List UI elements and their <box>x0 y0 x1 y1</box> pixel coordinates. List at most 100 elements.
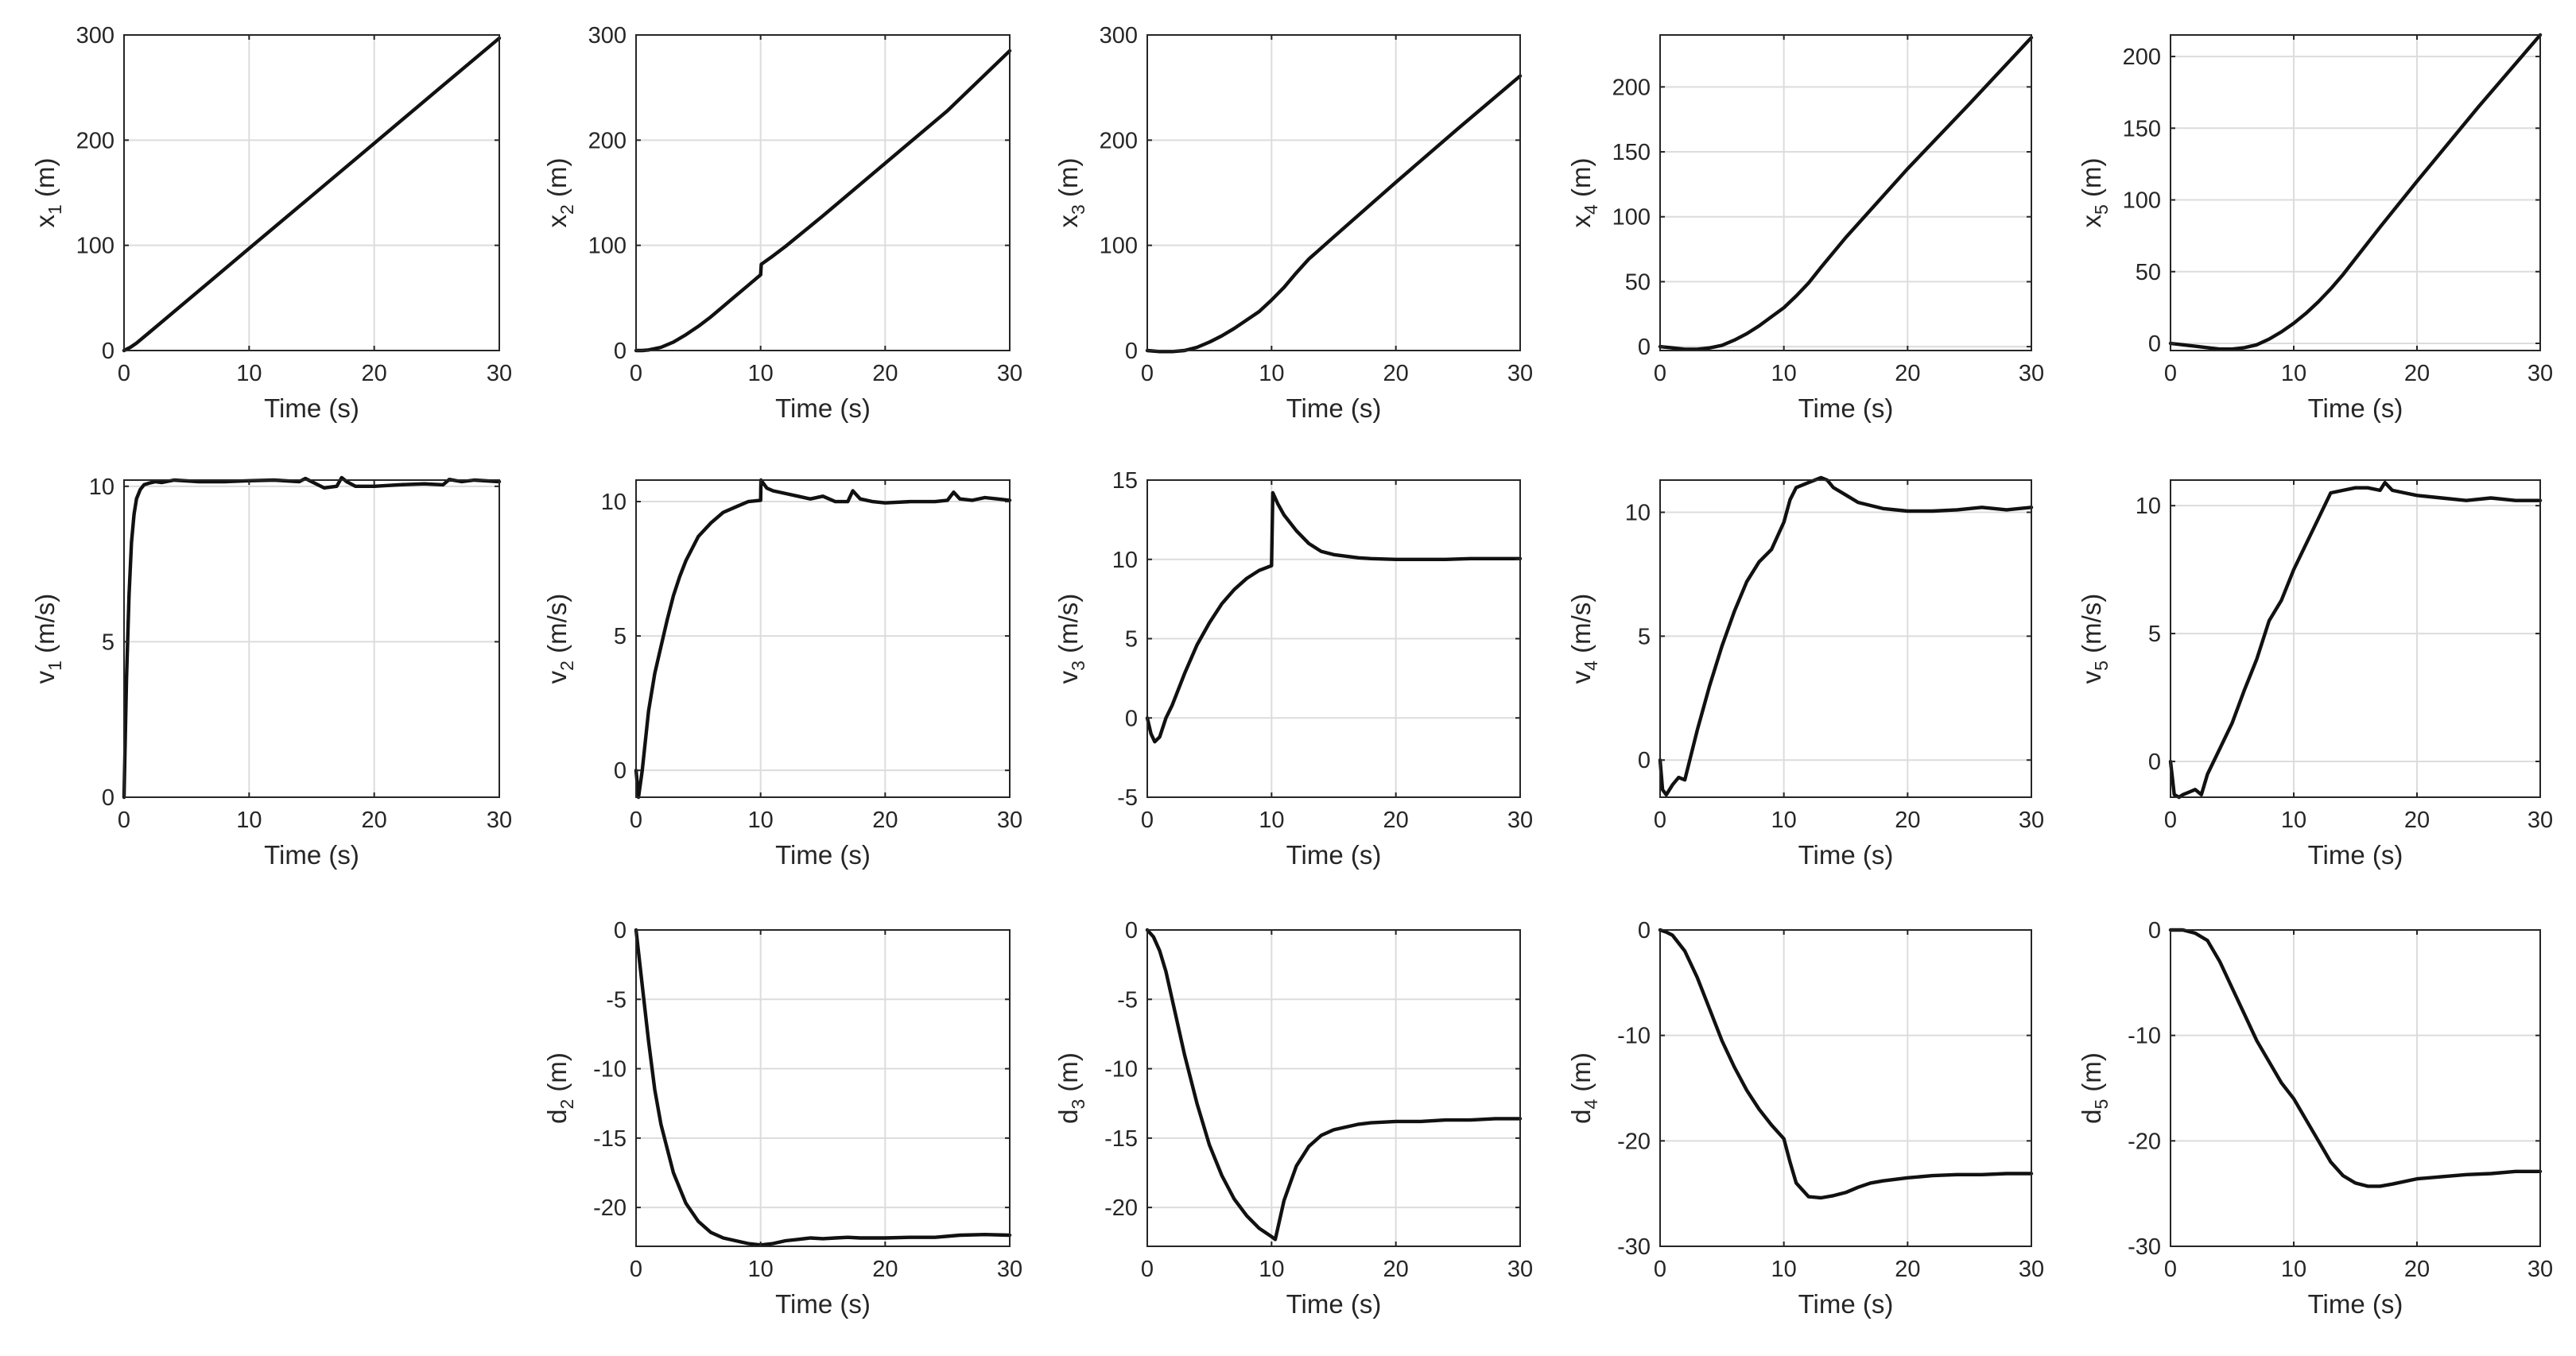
y-axis-label: d3 (m) <box>1053 1052 1088 1124</box>
x-tick-label: 30 <box>997 1257 1022 1282</box>
x-tick-label: 10 <box>1771 1257 1797 1282</box>
y-axis-label-unit: (m/s) <box>2077 594 2106 661</box>
series-line-x_4 <box>1658 36 2034 351</box>
x-axis-label: Time (s) <box>1798 393 1894 423</box>
x-tick-label: 20 <box>1383 1257 1409 1282</box>
y-axis-label-symbol: x <box>2077 214 2106 227</box>
y-axis-label-subscript: 5 <box>2091 204 2112 215</box>
y-axis-label-unit: (m/s) <box>1566 594 1596 661</box>
y-axis-label: x4 (m) <box>1566 158 1601 228</box>
x-axis-label: Time (s) <box>1286 1289 1382 1319</box>
y-axis-label-subscript: 3 <box>1068 1099 1088 1110</box>
x-tick-label: 20 <box>1895 1257 1920 1282</box>
y-axis-label-subscript: 1 <box>45 661 65 671</box>
chart-panel-d3: 0 10 20 30 -20 -15 -10 -5 0 Time (s) d3 (m) <box>1053 918 1533 1319</box>
y-tick-label: 200 <box>1612 75 1651 100</box>
y-axis-label-subscript: 2 <box>557 661 577 671</box>
y-tick-label: -30 <box>2128 1234 2161 1260</box>
y-tick-label: 0 <box>614 758 627 784</box>
x-tick-label: 20 <box>1383 361 1409 386</box>
y-axis-label-unit: (m) <box>1053 1052 1083 1099</box>
x-tick-label: 10 <box>1771 808 1797 833</box>
chart-panel-d5: 0 10 20 30 -30 -20 -10 0 Time (s) d5 (m) <box>2077 918 2553 1319</box>
x-axis-label: Time (s) <box>2308 1289 2403 1319</box>
y-tick-label: 150 <box>2123 116 2161 141</box>
y-axis-label-subscript: 4 <box>1581 1099 1601 1110</box>
x-tick-label: 30 <box>487 808 512 833</box>
x-tick-label: 0 <box>2164 361 2177 386</box>
y-tick-label: 200 <box>76 128 114 153</box>
x-tick-label: 0 <box>630 361 642 386</box>
series-line-x_3 <box>1145 74 1523 354</box>
axes-box <box>2170 34 2541 351</box>
y-tick-label: 50 <box>1625 269 1651 295</box>
y-axis-label: v1 (m/s) <box>30 594 65 684</box>
x-tick-label: 0 <box>1654 808 1666 833</box>
series-line-x_5 <box>2168 33 2543 351</box>
y-axis-label-symbol: x <box>30 214 60 227</box>
y-axis-label-symbol: v <box>1566 670 1596 684</box>
series-line-v_1 <box>122 475 502 800</box>
series-line-x_2 <box>634 48 1012 353</box>
y-tick-label: 200 <box>2123 45 2161 70</box>
y-tick-label: 300 <box>76 23 114 48</box>
x-tick-label: 10 <box>748 808 774 833</box>
x-tick-label: 30 <box>997 361 1022 386</box>
y-axis-label-symbol: v <box>2077 670 2106 684</box>
y-tick-label: -5 <box>606 987 627 1013</box>
axes-box <box>2170 929 2541 1247</box>
x-axis-label: Time (s) <box>1798 1289 1894 1319</box>
x-tick-label: 10 <box>748 1257 774 1282</box>
x-tick-label: 0 <box>630 808 642 833</box>
y-axis-label: v5 (m/s) <box>2077 594 2112 684</box>
y-tick-label: 0 <box>1125 706 1138 731</box>
x-tick-label: 30 <box>487 361 512 386</box>
y-axis-label: d5 (m) <box>2077 1052 2112 1124</box>
y-tick-label: 0 <box>1125 339 1138 364</box>
axes-box <box>635 479 1011 798</box>
y-tick-label: 200 <box>1100 128 1138 153</box>
y-axis-label-subscript: 2 <box>557 1099 577 1110</box>
x-tick-label: 20 <box>2404 361 2430 386</box>
x-tick-label: 0 <box>2164 808 2177 833</box>
y-tick-label: -30 <box>1617 1234 1651 1260</box>
x-tick-label: 20 <box>872 1257 898 1282</box>
x-tick-label: 0 <box>1654 361 1666 386</box>
y-axis-label-unit: (m) <box>30 158 60 205</box>
y-axis-label-symbol: v <box>542 670 572 684</box>
chart-panel-x4: 0 10 20 30 0 50 100 150 200 Time (s) x4 (m) <box>1566 34 2044 423</box>
y-tick-label: 5 <box>102 630 114 655</box>
x-tick-label: 20 <box>1895 361 1920 386</box>
x-tick-label: 0 <box>1141 361 1154 386</box>
y-tick-label: 100 <box>588 234 627 259</box>
y-tick-label: 0 <box>614 918 627 943</box>
series-line-v_3 <box>1145 490 1523 744</box>
x-tick-label: 30 <box>997 808 1022 833</box>
y-axis-label-unit: (m/s) <box>30 594 60 661</box>
y-tick-label: 5 <box>614 624 627 649</box>
y-tick-label: 10 <box>89 475 114 500</box>
chart-panel-d2: 0 10 20 30 -20 -15 -10 -5 0 Time (s) d2 (m) <box>542 918 1022 1319</box>
x-tick-label: 0 <box>118 361 130 386</box>
y-tick-label: 100 <box>2123 188 2161 214</box>
x-tick-label: 20 <box>362 361 387 386</box>
y-axis-label-symbol: x <box>1566 214 1596 227</box>
series-line-d_2 <box>634 928 1012 1247</box>
y-axis-label-unit: (m/s) <box>1053 594 1083 661</box>
y-axis-label-symbol: x <box>1053 214 1083 227</box>
x-tick-label: 20 <box>1383 808 1409 833</box>
y-axis-label-symbol: d <box>1566 1110 1596 1124</box>
y-axis-label-subscript: 4 <box>1581 661 1601 671</box>
x-tick-label: 10 <box>1771 361 1797 386</box>
y-tick-label: 10 <box>2136 494 2161 519</box>
chart-panel-d4: 0 10 20 30 -30 -20 -10 0 Time (s) d4 (m) <box>1566 918 2044 1319</box>
x-axis-label: Time (s) <box>264 840 359 870</box>
x-tick-label: 30 <box>2019 808 2044 833</box>
y-tick-label: -10 <box>1617 1024 1651 1049</box>
y-tick-label: -20 <box>593 1195 627 1221</box>
x-tick-label: 30 <box>2019 1257 2044 1282</box>
y-axis-label-symbol: d <box>542 1110 572 1124</box>
x-tick-label: 20 <box>872 361 898 386</box>
y-tick-label: 100 <box>1100 234 1138 259</box>
